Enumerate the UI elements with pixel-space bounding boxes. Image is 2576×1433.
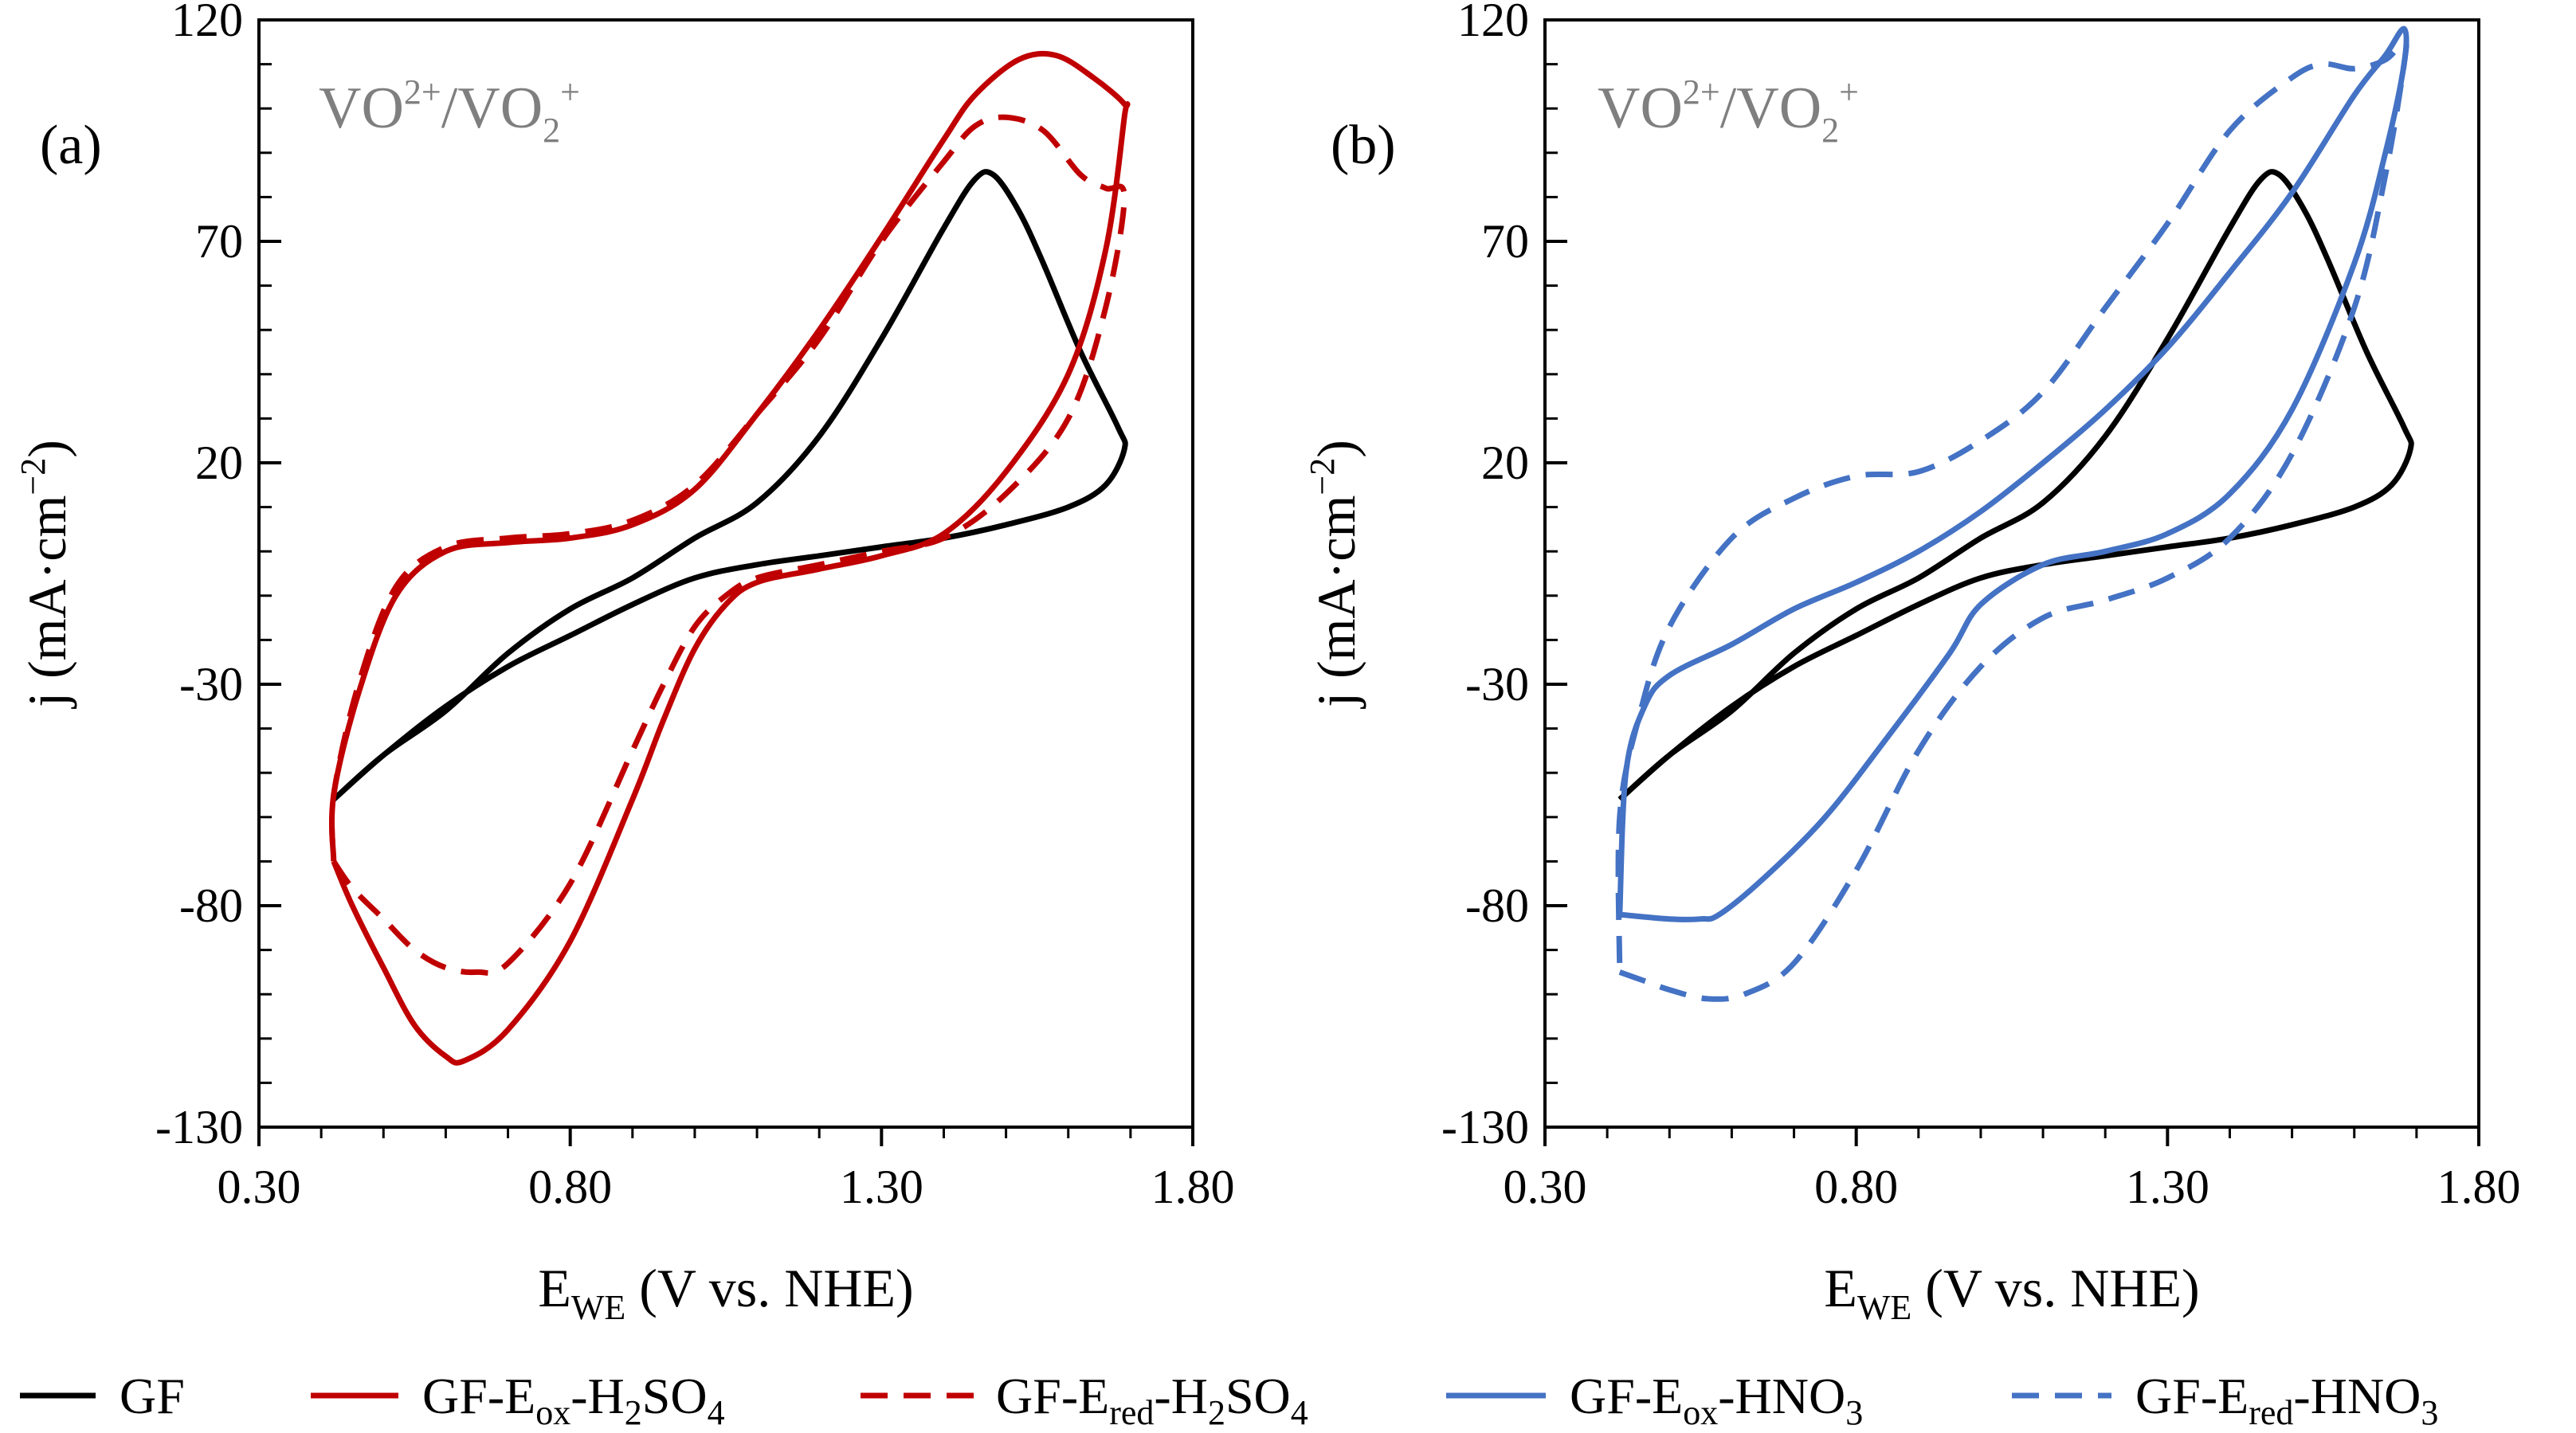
x-tick-label-a: 0.30 [218,1161,301,1213]
x-tick-label-a: 1.80 [1151,1161,1235,1213]
y-tick-label-b: 70 [1481,215,1529,268]
y-tick-label-b: -80 [1465,879,1529,932]
legend-label-ox-hno3: GF-Eox-HNO3 [1570,1368,1863,1432]
curves-a [329,50,1131,1066]
series-line-a-2 [329,114,1127,976]
x-axis-label-a: EWE (V vs. NHE) [538,1258,913,1327]
legend-label-ox-h2so4: GF-Eox-H2SO4 [422,1368,725,1432]
y-tick-label-a: 70 [195,215,243,268]
legend-label-red-h2so4: GF-Ered-H2SO4 [996,1368,1308,1432]
y-axis-label-b: j (mA·cm−2) [1303,440,1366,709]
legend-label-gf: GF [120,1368,185,1424]
series-line-b-1 [1617,25,2409,922]
panel-label-a: (a) [40,115,102,176]
y-tick-label-b: 120 [1457,0,1529,46]
legend-item-ox-hno3: GF-Eox-HNO3 [1446,1368,1863,1432]
y-tick-label-a: 120 [171,0,243,46]
y-tick-label-b: -30 [1465,658,1529,711]
x-tick-label-b: 0.30 [1504,1161,1587,1213]
axes-a: 120 70 20 -30 -80 -130 0.30 0.80 1.30 1.80 [155,0,1234,1213]
species-annotation-b: VO2+/VO2+ [1598,72,1859,150]
x-tick-label-b: 0.80 [1814,1161,1898,1213]
y-tick-label-a: -80 [179,879,243,932]
panel-a: 120 70 20 -30 -80 -130 0.30 0.80 1.30 1.80 (a) VO… [14,0,1235,1327]
legend-label-red-hno3: GF-Ered-HNO3 [2135,1368,2438,1432]
panel-b: 120 70 20 -30 -80 -130 0.30 0.80 1.30 1.80 (b) VO… [1303,0,2521,1327]
plot-frame-b [1543,18,2480,1129]
plot-frame-a [257,18,1194,1129]
y-tick-label-a: -130 [155,1101,243,1153]
series-line-a-0 [331,169,1128,802]
series-line-b-0 [1617,169,2414,802]
x-tick-label-a: 1.30 [840,1161,923,1213]
y-tick-label-b: 20 [1481,437,1529,489]
x-tick-label-b: 1.80 [2437,1161,2521,1213]
species-annotation-a: VO2+/VO2+ [319,72,580,150]
series-line-b-2 [1615,39,2409,1002]
y-tick-label-a: -30 [179,658,243,711]
x-tick-label-a: 0.80 [528,1161,612,1213]
panel-label-b: (b) [1331,115,1396,176]
curves-b [1615,25,2414,1002]
legend-item-red-h2so4: GF-Ered-H2SO4 [861,1368,1308,1432]
legend: GF GF-Eox-H2SO4 GF-Ered-H2SO4 GF-Eox-HNO… [20,1368,2438,1432]
legend-item-ox-h2so4: GF-Eox-H2SO4 [311,1368,725,1432]
y-tick-label-a: 20 [195,437,243,489]
y-axis-label-a: j (mA·cm−2) [14,440,77,709]
x-axis-label-b: EWE (V vs. NHE) [1824,1258,2199,1327]
series-line-a-1 [329,50,1131,1066]
legend-item-red-hno3: GF-Ered-HNO3 [2012,1368,2438,1432]
legend-item-gf: GF [20,1368,185,1424]
y-tick-label-b: -130 [1441,1101,1529,1153]
axes-b: 120 70 20 -30 -80 -130 0.30 0.80 1.30 1.80 [1441,0,2520,1213]
x-tick-label-b: 1.30 [2126,1161,2209,1213]
